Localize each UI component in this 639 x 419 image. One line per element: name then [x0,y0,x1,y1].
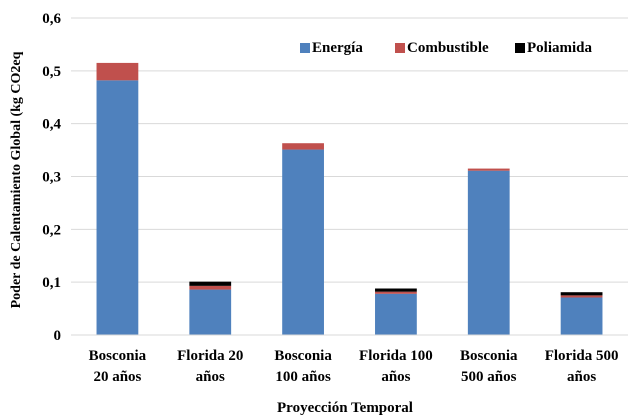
x-tick-label: años [196,369,225,385]
bar-segment-combustible [375,291,417,294]
legend-swatch-combustible [395,43,405,53]
bar-segment-combustible [560,295,603,298]
legend-label-poliamida: Poliamida [527,40,593,56]
x-axis-title: Proyección Temporal [277,400,413,416]
bar-segment-combustible [467,168,510,171]
x-tick-label: Florida 500 [545,348,619,364]
y-tick-label: 0,2 [42,222,61,238]
bar-segment-combustible [282,143,324,150]
x-tick-label: Bosconia [460,348,518,364]
bar-segment-energía [282,149,324,335]
x-tick-label: 20 años [93,369,141,385]
legend-label-energía: Energía [312,40,363,56]
bar-segment-combustible [96,62,139,81]
bar-segment-energía [375,293,417,335]
bar-segment-poliamida [375,288,417,292]
x-tick-label: años [381,369,410,385]
bar-segment-energía [467,170,510,335]
bar-segment-combustible [189,285,232,290]
bar-segment-poliamida [560,292,603,296]
y-tick-label: 0,5 [42,64,61,80]
x-tick-label: 100 años [275,369,331,385]
x-tick-label: Florida 100 [359,348,433,364]
y-tick-label: 0 [54,328,62,344]
x-tick-label: Bosconia [89,348,147,364]
y-tick-label: 0,1 [42,275,61,291]
x-tick-label: Florida 20 [177,348,243,364]
axis-layer: 0 0,1 0,2 0,3 0,4 0,5 0,6 Bosconia 20 años Florid… [42,11,628,385]
legend-label-combustible: Combustible [407,40,489,56]
bar-segment-energía [189,289,232,335]
bar-segment-poliamida [189,281,232,286]
y-tick-label: 0,6 [42,11,61,27]
x-tick-label: Bosconia [274,348,332,364]
grid-layer [71,17,628,283]
bar-segment-energía [560,297,603,335]
legend: Energía Combustible Poliamida [300,40,593,56]
legend-swatch-energía [300,43,310,53]
y-axis-title: Poder de Calentamiento Global (kg CO2eq [9,51,24,308]
legend-swatch-poliamida [515,43,525,53]
bar-segment-energía [96,80,139,336]
bars-layer [96,62,603,336]
y-tick-label: 0,4 [42,117,61,133]
y-tick-label: 0,3 [42,170,61,186]
x-tick-label: 500 años [461,369,517,385]
x-tick-label: años [567,369,596,385]
